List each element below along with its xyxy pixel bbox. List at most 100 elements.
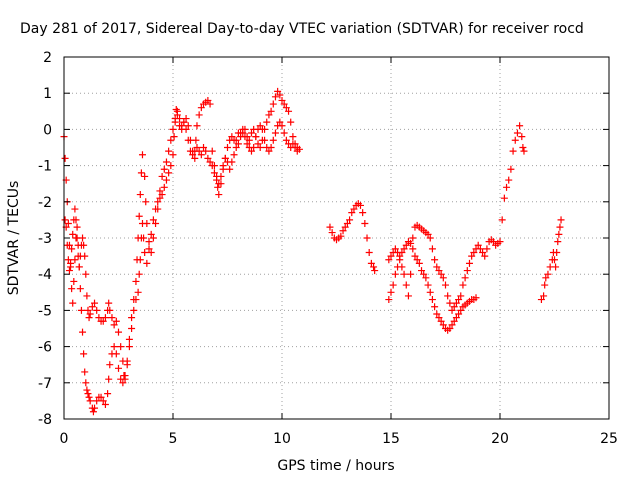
data-point bbox=[70, 277, 78, 285]
data-point bbox=[468, 252, 476, 260]
data-point bbox=[228, 133, 236, 141]
data-point bbox=[68, 285, 76, 293]
data-point bbox=[141, 248, 149, 256]
data-point bbox=[91, 404, 99, 412]
data-point bbox=[219, 162, 227, 170]
data-point bbox=[341, 223, 349, 231]
data-point bbox=[82, 379, 90, 387]
data-point bbox=[457, 292, 465, 300]
data-point bbox=[93, 397, 101, 405]
data-point bbox=[359, 209, 367, 217]
x-tick-label: 10 bbox=[273, 431, 291, 447]
data-point bbox=[245, 136, 253, 144]
data-point bbox=[396, 252, 404, 260]
data-point bbox=[228, 158, 236, 166]
series-pass-3 bbox=[326, 200, 379, 275]
data-point bbox=[258, 125, 266, 133]
data-point bbox=[371, 267, 379, 275]
data-point bbox=[337, 232, 345, 240]
data-point bbox=[551, 256, 558, 264]
data-point bbox=[448, 306, 456, 314]
data-point bbox=[519, 144, 527, 151]
data-point bbox=[540, 292, 548, 300]
data-point bbox=[189, 151, 197, 159]
data-point bbox=[101, 401, 109, 409]
data-point bbox=[64, 220, 72, 228]
data-point bbox=[162, 176, 170, 184]
data-point bbox=[271, 129, 279, 137]
data-point bbox=[130, 306, 138, 314]
data-point bbox=[152, 220, 160, 228]
data-point bbox=[509, 147, 517, 155]
data-point bbox=[128, 325, 136, 332]
data-point bbox=[81, 368, 89, 376]
y-tick-label: -4 bbox=[38, 267, 52, 283]
data-point bbox=[167, 162, 175, 170]
data-point bbox=[541, 281, 549, 289]
data-point bbox=[428, 296, 436, 304]
data-point bbox=[498, 216, 506, 224]
chart-title: Day 281 of 2017, Sidereal Day-to-day VTE… bbox=[20, 21, 584, 37]
data-point bbox=[117, 343, 125, 351]
data-point bbox=[93, 306, 101, 314]
data-point bbox=[394, 263, 402, 271]
data-point bbox=[125, 343, 133, 351]
data-point bbox=[128, 314, 136, 322]
data-point bbox=[503, 183, 511, 191]
data-point bbox=[140, 234, 148, 242]
data-point bbox=[208, 162, 216, 170]
data-point bbox=[195, 147, 203, 155]
data-point bbox=[158, 172, 166, 180]
x-tick-label: 0 bbox=[60, 431, 69, 447]
data-point bbox=[119, 357, 127, 365]
data-point bbox=[450, 303, 458, 311]
data-point bbox=[452, 314, 460, 322]
y-tick-label: -1 bbox=[38, 159, 52, 175]
data-point bbox=[431, 256, 439, 264]
data-point bbox=[431, 303, 439, 311]
data-point bbox=[176, 115, 184, 123]
data-point bbox=[110, 321, 118, 329]
data-point bbox=[241, 125, 249, 133]
data-point bbox=[247, 129, 255, 137]
data-point bbox=[424, 281, 432, 289]
data-point bbox=[232, 144, 240, 151]
data-point bbox=[138, 220, 146, 228]
data-point bbox=[210, 169, 218, 177]
data-point bbox=[254, 140, 262, 148]
data-point bbox=[108, 314, 116, 322]
series-pass-2 bbox=[61, 107, 301, 383]
data-point bbox=[160, 183, 168, 191]
data-point bbox=[413, 256, 421, 264]
data-point bbox=[407, 270, 415, 278]
data-point bbox=[274, 87, 282, 95]
data-point bbox=[65, 267, 73, 275]
data-point bbox=[476, 245, 484, 253]
data-point bbox=[67, 259, 75, 267]
y-tick-label: 1 bbox=[43, 86, 52, 102]
data-point bbox=[169, 125, 177, 133]
data-point bbox=[180, 118, 188, 126]
data-point bbox=[461, 274, 469, 282]
data-point bbox=[202, 147, 210, 155]
y-tick-label: 0 bbox=[43, 122, 52, 138]
x-axis-label: GPS time / hours bbox=[277, 458, 394, 474]
x-tick-label: 25 bbox=[600, 431, 618, 447]
data-point bbox=[75, 263, 83, 271]
series-pass-5 bbox=[385, 238, 480, 334]
data-point bbox=[239, 129, 247, 137]
data-point bbox=[97, 393, 105, 401]
data-point bbox=[455, 310, 463, 318]
data-point bbox=[428, 245, 436, 253]
data-point bbox=[83, 386, 91, 394]
data-point bbox=[433, 263, 441, 271]
data-point bbox=[280, 129, 288, 137]
data-point bbox=[407, 239, 415, 247]
data-point bbox=[537, 296, 545, 304]
data-point bbox=[134, 288, 142, 296]
grid bbox=[64, 57, 609, 419]
data-point bbox=[197, 104, 205, 112]
data-point bbox=[182, 115, 190, 123]
